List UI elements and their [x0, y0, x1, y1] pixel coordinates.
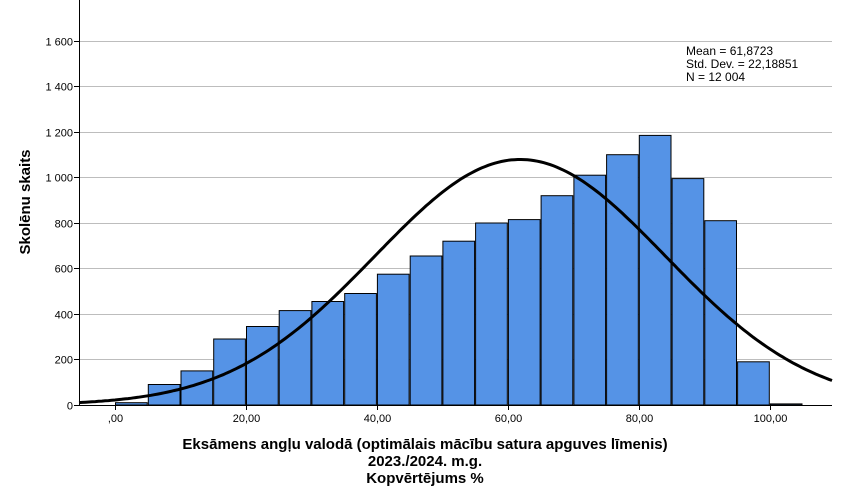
x-tick-label: 40,00 [364, 413, 392, 425]
histogram-bar [376, 273, 410, 406]
x-tick-label: 60,00 [495, 413, 523, 425]
histogram-bar [442, 240, 476, 406]
stat-std-dev: Std. Dev. = 22,18851 [686, 57, 799, 71]
y-tick-label: 0 [67, 401, 73, 413]
y-tick-label: 400 [55, 310, 73, 322]
y-tick-label: 1 600 [45, 37, 73, 49]
normal-curve-layer [78, 158, 833, 405]
normal-curve [78, 158, 833, 405]
histogram-bar [311, 301, 345, 406]
x-axis-title-line-1: Eksāmens angļu valodā (optimālais mācību… [182, 436, 668, 453]
histogram-bar [507, 219, 541, 406]
stat-n: N = 12 004 [686, 70, 745, 84]
histogram-bar [573, 174, 607, 406]
y-tick-label: 1 400 [45, 82, 73, 94]
y-tick-label: 200 [55, 355, 73, 367]
stat-mean: Mean = 61,8723 [686, 44, 773, 58]
y-tick-label: 1 200 [45, 128, 73, 140]
x-axis-title-line-3: Kopvērtējums % [366, 470, 484, 487]
histogram-bar [278, 310, 312, 406]
histogram-bar [115, 402, 148, 406]
x-tick-label: 80,00 [626, 413, 654, 425]
y-tick-label: 600 [55, 264, 73, 276]
histogram-bar [638, 134, 672, 406]
x-axis-title-line-2: 2023./2024. m.g. [367, 453, 483, 470]
y-tick-label: 1 000 [45, 173, 73, 185]
histogram-bars [115, 134, 803, 406]
histogram-bar [606, 154, 639, 406]
y-axis-label: Skolēnu skaits [17, 149, 34, 254]
histogram-bar [344, 293, 377, 406]
histogram-bar [704, 220, 737, 406]
histogram-bar [737, 361, 770, 406]
histogram-bar [671, 178, 705, 406]
y-tick-label: 800 [55, 219, 73, 231]
x-tick-labels: ,00 20,00 40,00 60,00 80,00 100,00 [108, 405, 787, 425]
y-tick-labels: 0 200 400 600 800 1 000 1 200 1 400 1 600 [45, 37, 79, 413]
x-tick-label: 100,00 [754, 413, 788, 425]
histogram-bar [769, 403, 803, 406]
histogram-bar [475, 222, 508, 406]
histogram-bar [246, 326, 279, 406]
x-tick-label: ,00 [108, 413, 123, 425]
histogram-bar [540, 195, 574, 406]
histogram-bar [409, 255, 443, 406]
axes [79, 0, 832, 406]
x-tick-label: 20,00 [233, 413, 261, 425]
